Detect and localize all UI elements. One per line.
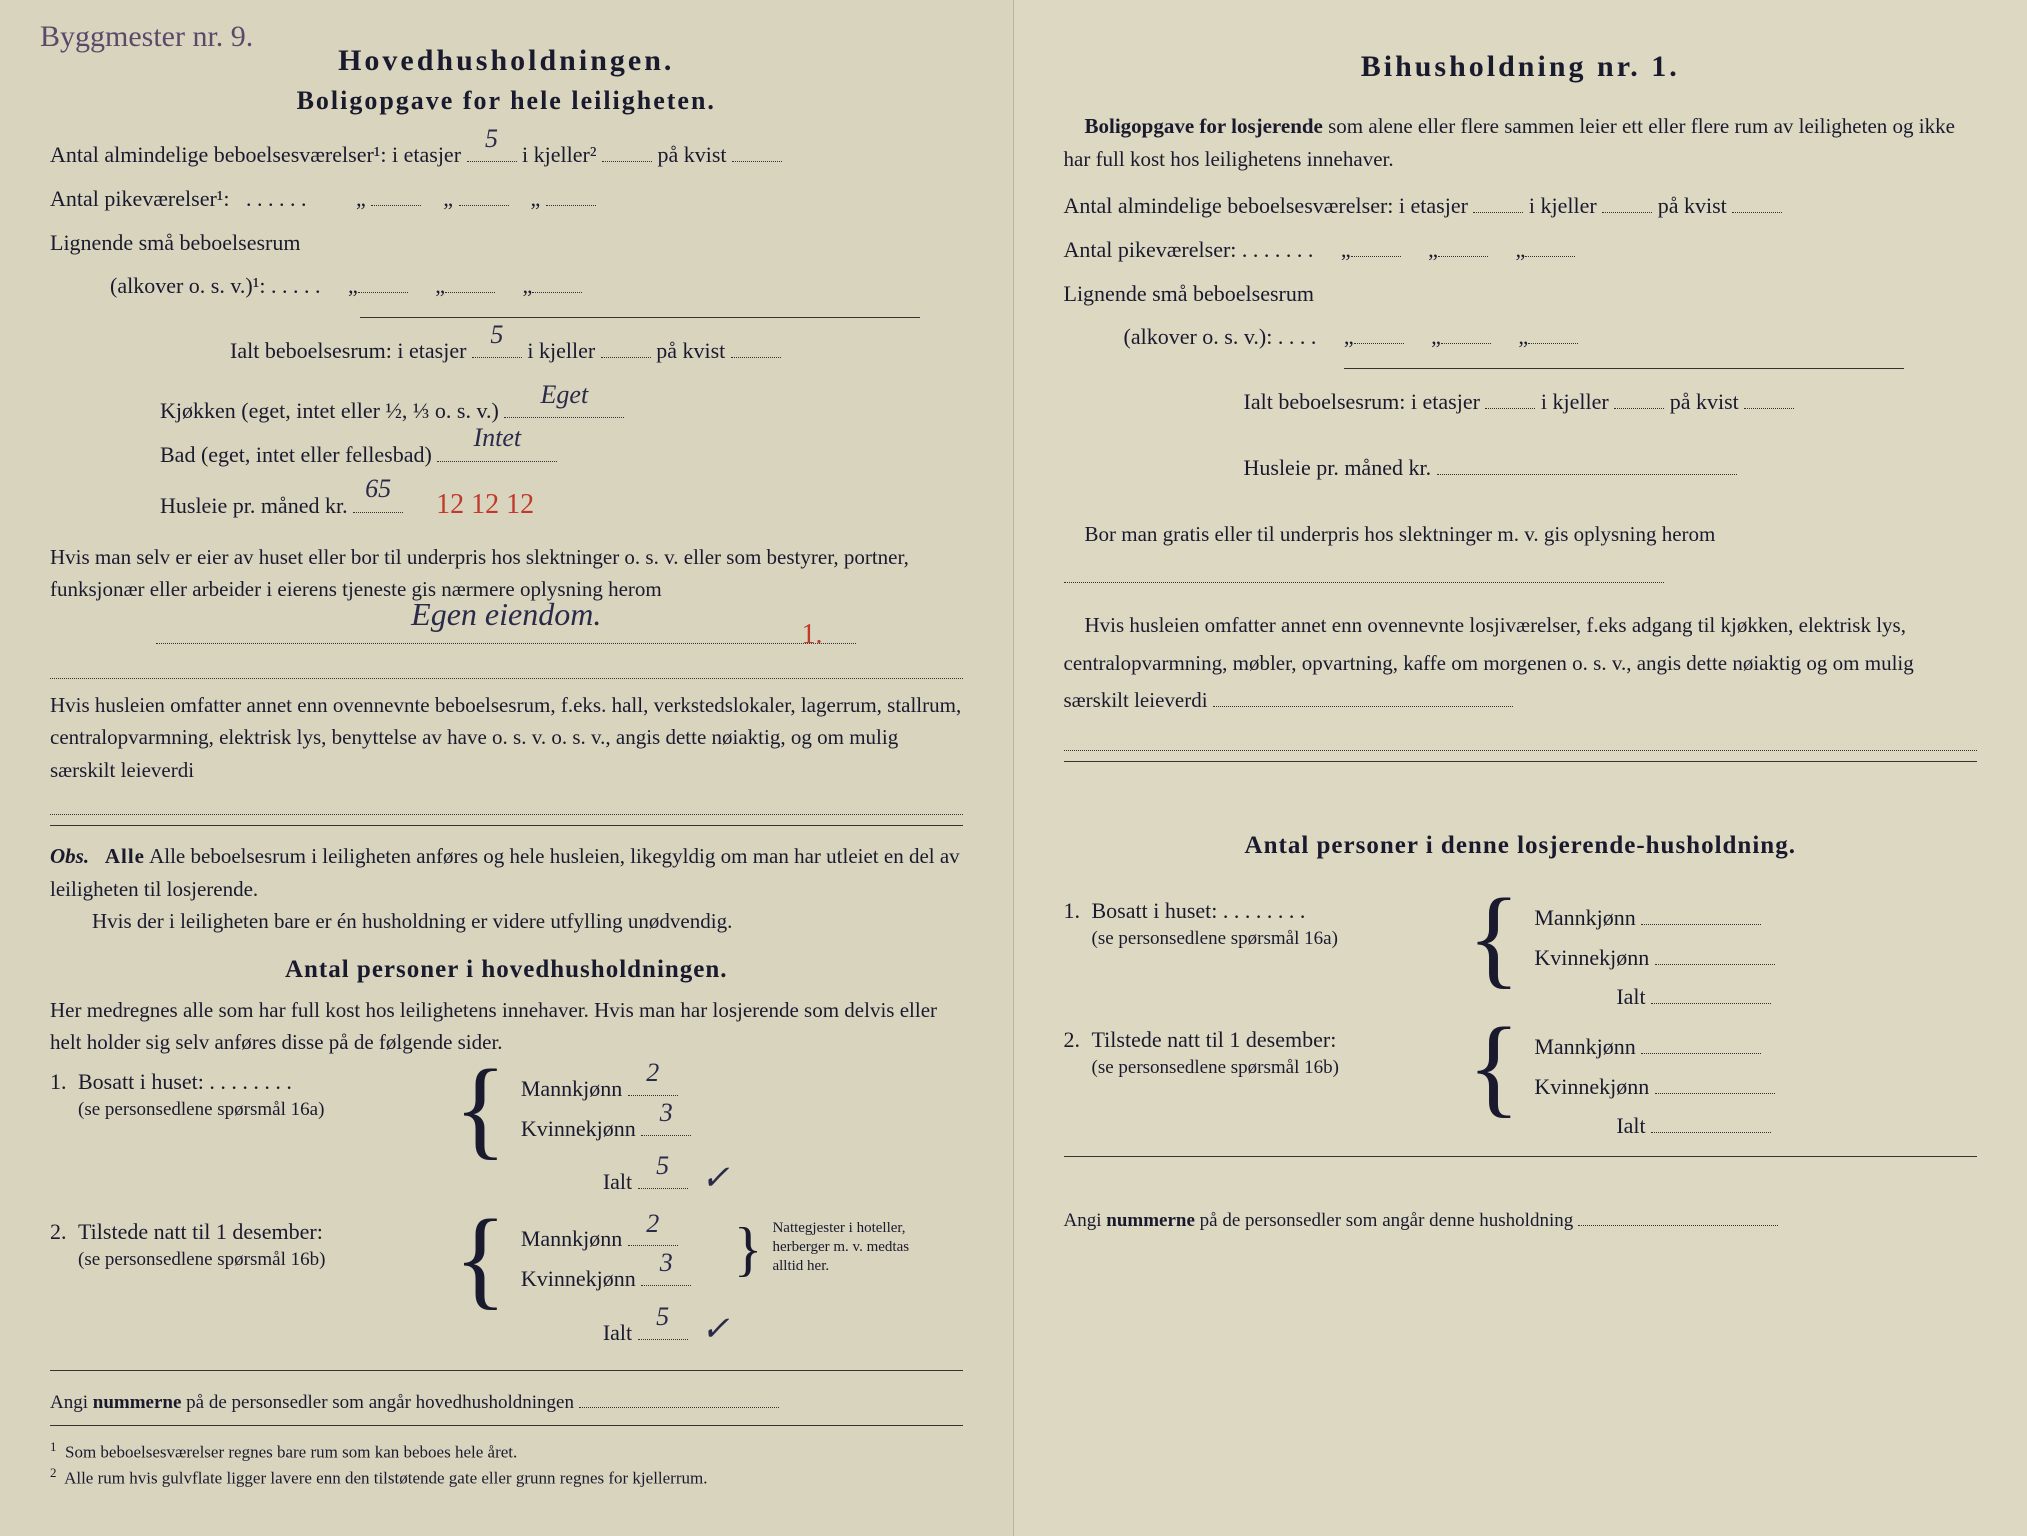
- r-rooms-3b: (alkover o. s. v.): . . . . „ „ „: [1124, 316, 1978, 358]
- r-question-2: 2. Tilstede natt til 1 desember: (se per…: [1064, 1027, 1978, 1146]
- r-detail-para: Hvis husleien omfatter annet enn ovennev…: [1064, 607, 1978, 720]
- r-rooms-2: Antal pikeværelser: . . . . . . . „ „ „: [1064, 229, 1978, 271]
- r-question-1: 1. Bosatt i huset: . . . . . . . . (se p…: [1064, 898, 1978, 1017]
- r-rooms-1: Antal almindelige beboelsesværelser: i e…: [1064, 185, 1978, 227]
- rooms-line-2: Antal pikeværelser¹: . . . . . . „ „ „: [50, 178, 963, 220]
- question-2: 2. Tilstede natt til 1 desember: (se per…: [50, 1219, 963, 1359]
- right-title: Bihusholdning nr. 1.: [1064, 50, 1978, 84]
- left-title-2: Boligopgave for hele leiligheten.: [50, 86, 963, 116]
- rooms-line-1: Antal almindelige beboelsesværelser¹: i …: [50, 134, 963, 176]
- left-page: Byggmester nr. 9. Hovedhusholdningen. Bo…: [0, 0, 1014, 1536]
- rent-detail-para: Hvis husleien omfatter annet enn ovennev…: [50, 689, 963, 787]
- owner-handwriting-line: Egen eiendom. 1.: [50, 616, 963, 658]
- r-persons-title: Antal personer i denne losjerende-hushol…: [1064, 832, 1978, 860]
- r-rent: Husleie pr. måned kr.: [1244, 447, 1978, 489]
- question-1: 1. Bosatt i huset: . . . . . . . . (se p…: [50, 1069, 963, 1209]
- rooms-line-3b: (alkover o. s. v.)¹: . . . . . „ „ „: [110, 265, 963, 307]
- r-free-para: Bor man gratis eller til underpris hos s…: [1064, 513, 1978, 597]
- r-rooms-3a: Lignende små beboelsesrum: [1064, 273, 1978, 315]
- footnotes: 1 Som beboelsesværelser regnes bare rum …: [50, 1438, 963, 1491]
- r-rooms-total: Ialt beboelsesrum: i etasjer i kjeller p…: [1244, 381, 1978, 423]
- persons-title: Antal personer i hovedhusholdningen.: [50, 956, 963, 984]
- right-page: Bihusholdning nr. 1. Boligopgave for los…: [1014, 0, 2027, 1536]
- kitchen-line: Kjøkken (eget, intet eller ½, ⅓ o. s. v.…: [160, 390, 963, 432]
- right-intro: Boligopgave for losjerende Boligopgave f…: [1064, 110, 1978, 175]
- rent-line: Husleie pr. måned kr. 65 12 12 12: [160, 478, 963, 531]
- bath-line: Bad (eget, intet eller fellesbad) Intet: [160, 434, 963, 476]
- rooms-line-3a: Lignende små beboelsesrum: [50, 222, 963, 264]
- rooms-total: Ialt beboelsesrum: i etasjer 5 i kjeller…: [230, 330, 963, 372]
- r-bottom-line: Angi nummerne på de personsedler som ang…: [1064, 1201, 1978, 1239]
- handwriting-annotation: Byggmester nr. 9.: [40, 20, 253, 53]
- obs-block: Obs. Alle Alle beboelsesrum i leilighete…: [50, 840, 963, 938]
- bottom-line-left: Angi nummerne på de personsedler som ang…: [50, 1383, 963, 1421]
